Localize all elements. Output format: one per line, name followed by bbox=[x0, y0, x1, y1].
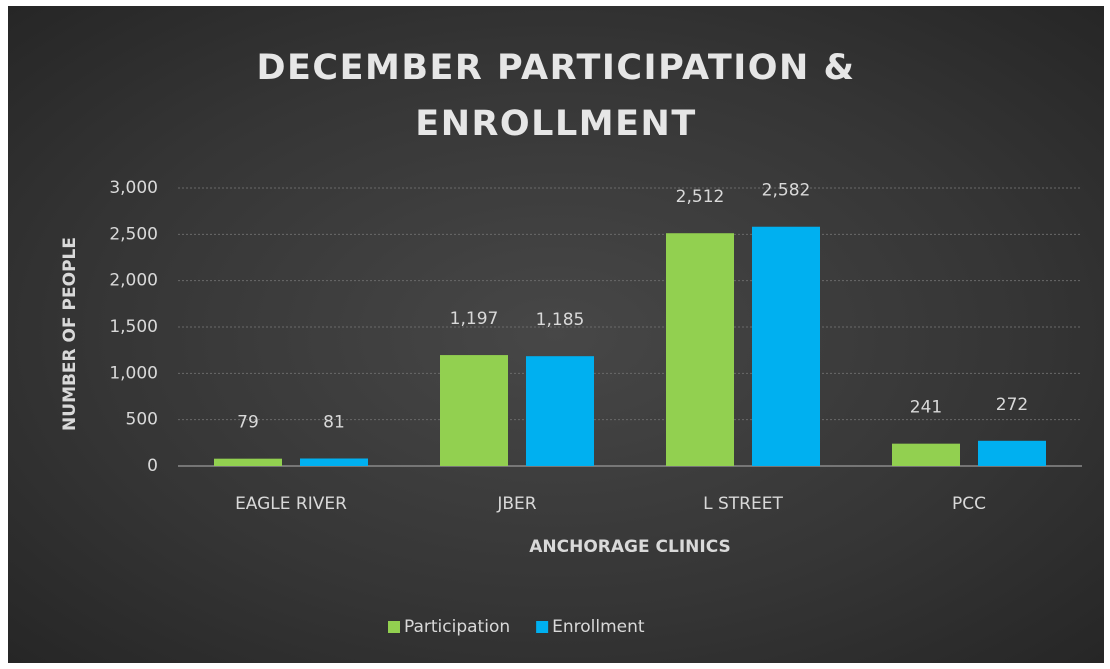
legend-label: Enrollment bbox=[552, 617, 645, 637]
legend-label: Participation bbox=[404, 617, 510, 637]
bar bbox=[892, 443, 960, 466]
bar bbox=[978, 440, 1046, 466]
data-label: 1,197 bbox=[450, 309, 499, 329]
chart-area: DECEMBER PARTICIPATION & ENROLLMENT NUMB… bbox=[8, 6, 1104, 663]
y-tick-label: 2,000 bbox=[109, 271, 158, 291]
y-tick-label: 2,500 bbox=[109, 224, 158, 244]
data-label: 81 bbox=[323, 412, 345, 432]
data-label: 79 bbox=[237, 413, 259, 433]
x-tick-label: EAGLE RIVER bbox=[235, 494, 347, 514]
data-label: 1,185 bbox=[536, 310, 585, 330]
bar bbox=[300, 458, 368, 466]
x-tick-label: JBER bbox=[496, 494, 536, 514]
bar bbox=[440, 355, 508, 466]
data-label: 2,582 bbox=[762, 181, 811, 201]
bar bbox=[666, 233, 734, 466]
bar bbox=[214, 458, 282, 466]
y-tick-label: 1,500 bbox=[109, 317, 158, 337]
legend-swatch bbox=[388, 621, 400, 633]
x-tick-label: PCC bbox=[952, 494, 986, 514]
data-label: 2,512 bbox=[676, 187, 725, 207]
data-label: 241 bbox=[910, 398, 942, 418]
chart: NUMBER OF PEOPLE ANCHORAGE CLINICS 0 500 1… bbox=[60, 178, 1082, 637]
legend-swatch bbox=[536, 621, 549, 633]
y-tick-label: 500 bbox=[126, 410, 158, 430]
y-tick-label: 1,000 bbox=[109, 363, 158, 383]
bar bbox=[526, 356, 594, 466]
data-label: 272 bbox=[996, 395, 1028, 415]
x-tick-label: L STREET bbox=[703, 494, 783, 514]
chart-title: DECEMBER PARTICIPATION & ENROLLMENT bbox=[256, 48, 856, 144]
bar bbox=[752, 226, 820, 466]
y-tick-label: 3,000 bbox=[109, 178, 158, 198]
x-axis-label: ANCHORAGE CLINICS bbox=[529, 537, 731, 557]
y-axis-label: NUMBER OF PEOPLE bbox=[60, 237, 80, 431]
y-tick-label: 0 bbox=[147, 456, 158, 476]
